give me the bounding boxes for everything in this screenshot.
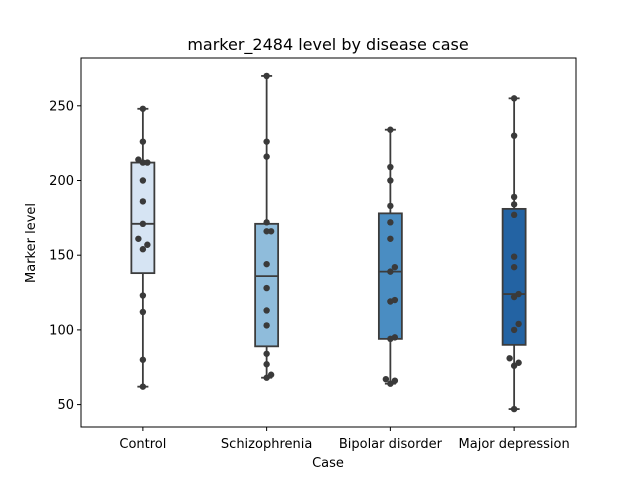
- data-point: [510, 193, 518, 201]
- data-point: [139, 356, 147, 363]
- data-point: [387, 202, 394, 210]
- data-point: [387, 126, 394, 133]
- data-point: [263, 219, 270, 226]
- data-point: [139, 292, 147, 299]
- data-point: [135, 156, 142, 163]
- y-tick-label: 150: [49, 249, 74, 264]
- data-point: [510, 95, 518, 102]
- box-4: [501, 207, 527, 346]
- data-point: [139, 105, 147, 112]
- data-point: [263, 361, 270, 368]
- chart-title: marker_2484 level by disease case: [187, 35, 468, 55]
- data-point: [263, 72, 270, 80]
- data-point: [387, 219, 394, 226]
- plot-area: 50 100 150 200 250 Control Schizophrenia Bipola…: [49, 72, 570, 452]
- data-point: [263, 322, 270, 329]
- data-point: [139, 177, 147, 184]
- data-point: [510, 132, 518, 139]
- data-point: [263, 374, 270, 381]
- data-point: [139, 383, 147, 390]
- data-point: [506, 355, 513, 362]
- x-tick-label: Schizophrenia: [221, 437, 312, 452]
- data-point: [139, 159, 147, 166]
- data-point: [510, 362, 518, 369]
- data-point: [391, 377, 399, 384]
- data-point: [139, 220, 147, 228]
- data-point: [263, 284, 270, 292]
- data-point: [387, 177, 394, 184]
- data-point: [263, 350, 270, 357]
- data-point: [387, 380, 394, 387]
- data-point: [510, 253, 518, 260]
- data-point: [391, 296, 399, 304]
- data-point: [263, 307, 270, 314]
- data-point: [515, 290, 522, 298]
- data-point: [391, 334, 399, 341]
- x-tick-label: Major depression: [459, 437, 570, 452]
- data-point: [382, 375, 390, 383]
- data-point: [510, 201, 518, 208]
- data-point: [267, 371, 275, 378]
- data-point: [387, 268, 394, 275]
- data-point: [510, 263, 518, 271]
- data-point: [263, 153, 270, 160]
- data-point: [267, 228, 275, 235]
- data-point: [510, 326, 518, 334]
- data-point: [144, 159, 151, 166]
- y-tick-label: 200: [49, 174, 74, 189]
- data-point: [515, 359, 522, 366]
- data-point: [387, 163, 394, 171]
- data-point: [263, 138, 270, 145]
- box-3: [377, 212, 403, 340]
- data-point: [139, 308, 147, 316]
- y-tick-label: 250: [49, 99, 74, 114]
- data-point: [391, 263, 399, 271]
- x-tick-label: Control: [119, 437, 166, 452]
- y-tick-label: 100: [49, 323, 74, 338]
- data-point: [515, 320, 522, 328]
- plot-frame: [80, 57, 577, 428]
- data-point: [263, 228, 270, 235]
- data-point: [139, 246, 147, 253]
- data-point: [263, 260, 270, 268]
- data-point: [139, 138, 147, 145]
- data-point: [144, 241, 151, 248]
- y-axis-label: Marker level: [24, 203, 39, 283]
- data-point: [510, 293, 518, 301]
- data-point: [135, 235, 142, 242]
- y-tick-label: 50: [57, 398, 74, 413]
- data-point: [510, 405, 518, 413]
- data-point: [510, 211, 518, 219]
- data-point: [387, 235, 394, 242]
- data-point: [139, 198, 147, 205]
- x-axis-label: Case: [312, 456, 344, 471]
- x-tick-label: Bipolar disorder: [339, 437, 443, 452]
